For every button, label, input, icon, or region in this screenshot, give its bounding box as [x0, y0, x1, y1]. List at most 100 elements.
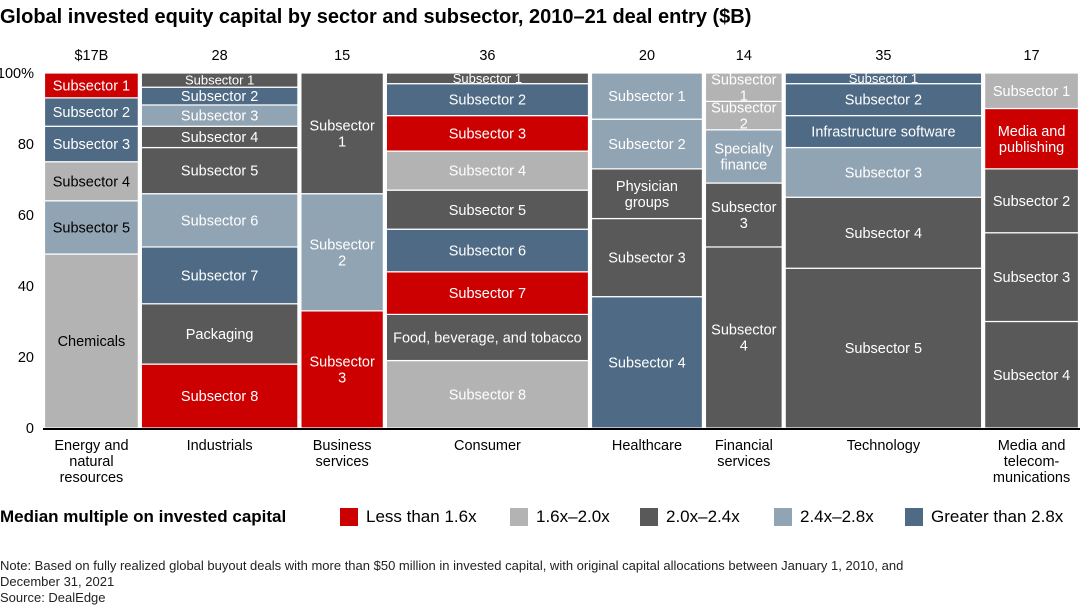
column-total-label: 28 — [212, 48, 228, 64]
chart-title: Global invested equity capital by sector… — [0, 6, 751, 28]
segment-bar — [784, 72, 983, 85]
segment-label: Subsector 1 — [453, 71, 522, 86]
segment-bar — [784, 114, 983, 149]
column-4: Subsector 4 Subsector 3 Physician groups Sub… — [590, 48, 704, 454]
segment-bar — [704, 129, 783, 184]
segment-label: Subsector 2 — [608, 137, 685, 153]
segment-label: Packaging — [186, 327, 254, 343]
segment-bar — [385, 83, 590, 117]
segment-bar — [984, 72, 1080, 110]
legend-label: Greater than 2.8x — [931, 507, 1064, 526]
segment-label: Subsector 1 — [849, 71, 918, 86]
segment-label: Subsector 3 — [181, 109, 258, 125]
segment-label: Infrastructure software — [811, 125, 955, 141]
segment-bar — [43, 72, 139, 99]
segment-label: Subsector 7 — [181, 268, 258, 284]
legend-label: 2.4x–2.8x — [800, 507, 874, 526]
y-tick-label: 100% — [0, 66, 34, 82]
y-tick-label: 80 — [18, 137, 34, 153]
segment-label: Subsector 1 — [993, 84, 1070, 100]
segment-bar — [300, 310, 384, 429]
category-label: Healthcare — [612, 438, 682, 454]
column-3: Subsector 8 Food, beverage, and tobacco Su… — [385, 48, 590, 454]
segment-bar — [140, 72, 299, 88]
segment-bar — [704, 182, 783, 248]
segment-label: Subsector 5 — [181, 164, 258, 180]
segment-label: Subsector 3 — [845, 165, 922, 181]
segment-bar — [140, 193, 299, 248]
segment-bar — [385, 228, 590, 273]
segment-label: Subsector 5 — [845, 341, 922, 357]
segment-bar — [984, 168, 1080, 234]
segment-label: Subsector 4 — [608, 355, 685, 371]
column-2: Subsector 3 Subsector 2 Subsector 1 15 Business… — [300, 48, 384, 470]
segment-bar — [300, 193, 384, 312]
segment-bar — [385, 313, 590, 362]
segment-bar — [984, 107, 1080, 170]
legend-label: 1.6x–2.0x — [536, 507, 610, 526]
column-1: Subsector 8 Packaging Subsector 7 Subsector… — [140, 48, 299, 454]
segment-bar — [784, 196, 983, 269]
segment-label: Subsector 3 — [449, 126, 526, 142]
segment-bar — [385, 150, 590, 191]
segment-label: Subsector 1 — [711, 72, 776, 104]
segment-label: Subsector 3 — [993, 270, 1070, 286]
segment-label: Subsector 4 — [181, 130, 258, 146]
source-note: Source: DealEdge — [0, 590, 106, 605]
segment-label: Subsector 5 — [449, 203, 526, 219]
segment-bar — [43, 125, 139, 163]
legend-label: Less than 1.6x — [366, 507, 477, 526]
segment-label: Subsector 3 — [608, 251, 685, 267]
segment-label: Subsector 4 — [449, 164, 526, 180]
segment-label: Subsector 4 — [845, 226, 922, 242]
segment-label: Subsector 2 — [181, 89, 258, 105]
y-tick-label: 40 — [18, 279, 34, 295]
segment-label: Subsector 5 — [53, 221, 130, 237]
column-total-label: 17 — [1023, 48, 1039, 64]
segment-label: Subsector 8 — [449, 387, 526, 403]
segment-bar — [590, 118, 704, 170]
segment-label: Subsector 1 — [53, 79, 130, 95]
segment-bar — [385, 189, 590, 230]
legend-label: 2.0x–2.4x — [666, 507, 740, 526]
legend: Median multiple on invested capital Less … — [0, 507, 1064, 526]
legend-swatch — [510, 508, 528, 526]
segment-bar — [590, 168, 704, 220]
segment-bar — [385, 72, 590, 85]
segment-label: Subsector 4 — [711, 323, 776, 355]
column-total-label: 15 — [334, 48, 350, 64]
column-6: Subsector 5 Subsector 4 Subsector 3 Infrast… — [784, 48, 983, 454]
segment-bar — [43, 97, 139, 127]
segment-bar — [784, 146, 983, 198]
column-total-label: 36 — [479, 48, 495, 64]
note-line-1: Note: Based on fully realized global buy… — [0, 558, 903, 573]
segment-label: Subsector 4 — [53, 174, 130, 190]
segment-bar — [140, 303, 299, 365]
segment-label: Subsector 4 — [993, 368, 1070, 384]
segment-label: Food, beverage, and tobacco — [393, 331, 582, 347]
segment-label: Subsector 2 — [845, 93, 922, 109]
column-total-label: 20 — [639, 48, 655, 64]
segment-bar — [590, 72, 704, 120]
category-label: Financial services — [715, 438, 773, 470]
segment-bar — [984, 232, 1080, 323]
segment-bar — [704, 72, 783, 102]
category-label: Media and telecom-munications — [993, 438, 1070, 486]
y-tick-label: 60 — [18, 208, 34, 224]
segment-bar — [300, 72, 384, 195]
category-label: Industrials — [187, 438, 253, 454]
category-label: Consumer — [454, 438, 521, 454]
segment-bar — [140, 246, 299, 305]
segment-label: Subsector 2 — [309, 237, 374, 269]
segment-bar — [385, 114, 590, 152]
segment-label: Subsector 2 — [449, 93, 526, 109]
segment-bar — [385, 359, 590, 429]
segment-label: Physician groups — [616, 179, 678, 211]
segment-bar — [43, 200, 139, 255]
segment-bar — [784, 267, 983, 429]
segment-label: Subsector 3 — [309, 355, 374, 387]
segment-label: Specialty finance — [714, 142, 774, 174]
segment-label: Subsector 3 — [711, 200, 776, 232]
